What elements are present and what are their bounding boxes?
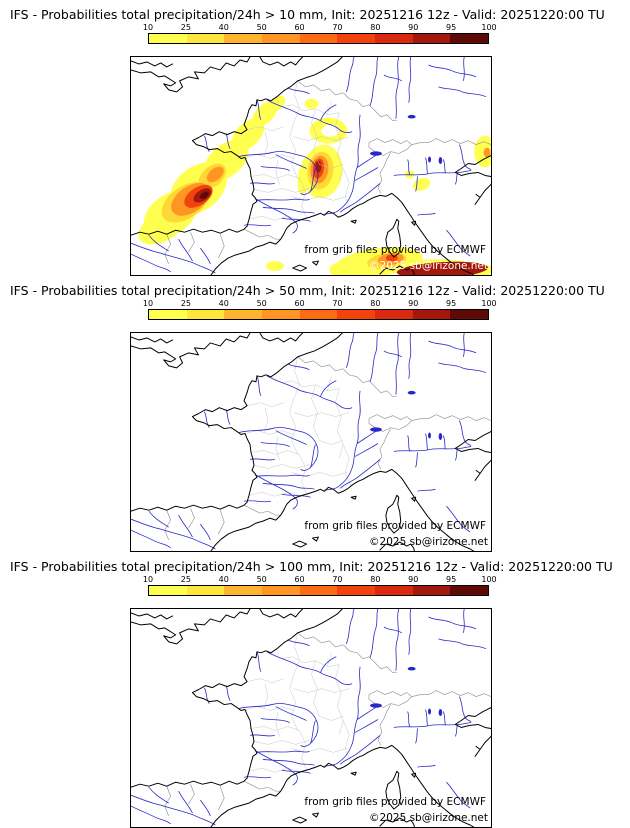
panel-precip-gt-10mm: IFS - Probabilities total precipitation/… xyxy=(0,0,630,276)
attribution-ecmwf: from grib files provided by ECMWF xyxy=(304,796,486,808)
scale-segment xyxy=(337,586,376,595)
attribution-copyright: ©2025 sb@irizone.net xyxy=(369,536,488,548)
scale-tick-labels: 10 25 40 50 60 70 80 90 95 100 xyxy=(143,23,497,32)
scale-bar xyxy=(148,33,489,44)
attribution-ecmwf: from grib files provided by ECMWF xyxy=(304,520,486,532)
scale-segment xyxy=(262,310,300,319)
scale-tick-label: 10 xyxy=(142,299,154,308)
scale-tick-label: 25 xyxy=(180,299,191,308)
map-france-svg xyxy=(131,609,491,827)
attribution-copyright: ©2025 sb@irizone.net xyxy=(369,812,488,824)
scale-segment xyxy=(450,310,489,319)
scale-bar xyxy=(148,585,489,596)
scale-segment xyxy=(450,586,489,595)
scale-tick-labels: 10 25 40 50 60 70 80 90 95 100 xyxy=(143,575,497,584)
scale-segment xyxy=(375,586,413,595)
map-base-use xyxy=(131,333,491,551)
scale-tick-label: 80 xyxy=(370,299,381,308)
scale-segment xyxy=(412,310,451,319)
scale-tick-labels: 10 25 40 50 60 70 80 90 95 100 xyxy=(143,299,497,308)
scale-segment xyxy=(262,586,300,595)
scale-segment xyxy=(375,310,413,319)
scale-bar xyxy=(148,309,489,320)
scale-tick-label: 100 xyxy=(481,23,497,32)
map-france-frame: from grib files provided by ECMWF ©2025 … xyxy=(130,608,492,828)
scale-tick-label: 10 xyxy=(142,23,154,32)
scale-segment xyxy=(262,34,300,43)
scale-tick-label: 95 xyxy=(446,299,457,308)
attribution-ecmwf: from grib files provided by ECMWF xyxy=(304,244,486,256)
scale-tick-label: 25 xyxy=(180,575,191,584)
scale-segment xyxy=(186,34,225,43)
scale-tick-label: 90 xyxy=(408,299,419,308)
scale-segment xyxy=(149,586,187,595)
map-france-svg xyxy=(131,57,491,275)
scale-tick-label: 40 xyxy=(218,23,229,32)
scale-tick-label: 50 xyxy=(256,575,267,584)
scale-segment xyxy=(224,310,263,319)
panel-precip-gt-100mm: IFS - Probabilities total precipitation/… xyxy=(0,552,630,828)
scale-segment xyxy=(299,34,338,43)
map-france-svg xyxy=(131,333,491,551)
scale-tick-label: 60 xyxy=(294,299,305,308)
scale-segment xyxy=(337,34,376,43)
scale-tick-label: 40 xyxy=(218,575,229,584)
scale-tick-label: 95 xyxy=(446,575,457,584)
panel-title: IFS - Probabilities total precipitation/… xyxy=(10,559,613,574)
scale-tick-label: 25 xyxy=(180,23,191,32)
map-france-frame: from grib files provided by ECMWF ©2025 … xyxy=(130,56,492,276)
scale-tick-label: 100 xyxy=(481,299,497,308)
scale-segment xyxy=(299,310,338,319)
scale-tick-label: 95 xyxy=(446,23,457,32)
scale-segment xyxy=(337,310,376,319)
scale-tick-label: 60 xyxy=(294,575,305,584)
scale-tick-label: 100 xyxy=(481,575,497,584)
scale-tick-label: 70 xyxy=(332,575,343,584)
probability-color-scale: 10 25 40 50 60 70 80 90 95 100 xyxy=(143,575,497,596)
scale-segment xyxy=(450,34,489,43)
scale-segment xyxy=(149,310,187,319)
map-base-use xyxy=(131,609,491,827)
panel-precip-gt-50mm: IFS - Probabilities total precipitation/… xyxy=(0,276,630,552)
panel-title: IFS - Probabilities total precipitation/… xyxy=(10,283,605,298)
scale-segment xyxy=(186,310,225,319)
scale-segment xyxy=(224,586,263,595)
panel-title: IFS - Probabilities total precipitation/… xyxy=(10,7,605,22)
scale-segment xyxy=(224,34,263,43)
scale-tick-label: 50 xyxy=(256,23,267,32)
scale-tick-label: 70 xyxy=(332,299,343,308)
scale-tick-label: 70 xyxy=(332,23,343,32)
scale-tick-label: 50 xyxy=(256,299,267,308)
scale-segment xyxy=(299,586,338,595)
probability-color-scale: 10 25 40 50 60 70 80 90 95 100 xyxy=(143,299,497,320)
scale-segment xyxy=(412,34,451,43)
scale-tick-label: 90 xyxy=(408,23,419,32)
probability-color-scale: 10 25 40 50 60 70 80 90 95 100 xyxy=(143,23,497,44)
map-france-frame: from grib files provided by ECMWF ©2025 … xyxy=(130,332,492,552)
scale-segment xyxy=(412,586,451,595)
scale-tick-label: 80 xyxy=(370,575,381,584)
scale-segment xyxy=(186,586,225,595)
attribution-copyright: ©2025 sb@irizone.net xyxy=(369,260,488,272)
scale-tick-label: 40 xyxy=(218,299,229,308)
scale-tick-label: 10 xyxy=(142,575,154,584)
scale-tick-label: 90 xyxy=(408,575,419,584)
scale-tick-label: 60 xyxy=(294,23,305,32)
scale-segment xyxy=(375,34,413,43)
scale-tick-label: 80 xyxy=(370,23,381,32)
scale-segment xyxy=(149,34,187,43)
